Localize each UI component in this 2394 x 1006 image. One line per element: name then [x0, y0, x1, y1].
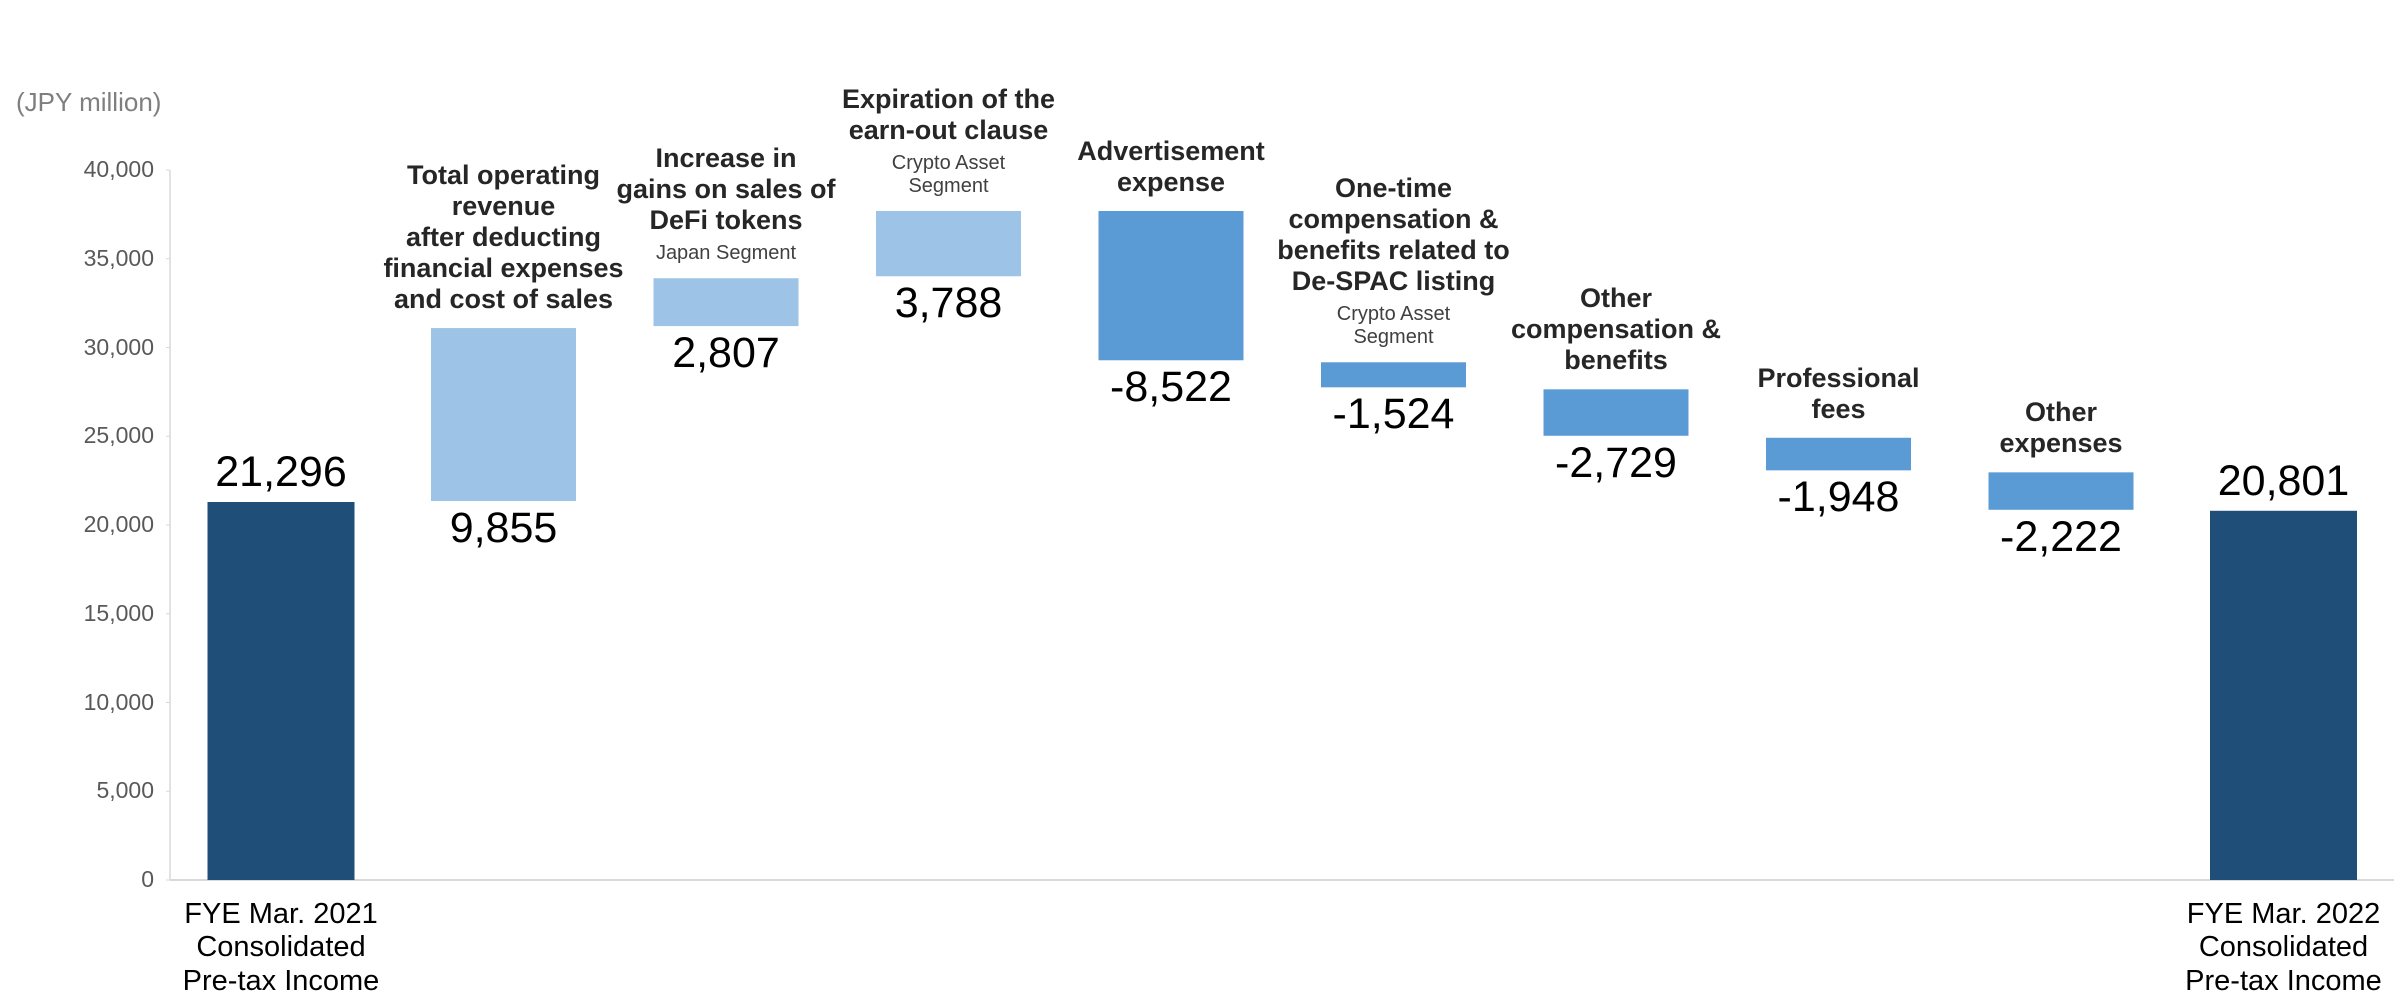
- bar: [1986, 470, 2136, 512]
- bar: [651, 276, 801, 329]
- y-tick-label: 35,000: [83, 244, 154, 271]
- y-tick-label: 0: [141, 866, 154, 892]
- annotation: Other compensation & benefits: [1510, 283, 1722, 376]
- value-label: 2,807: [672, 329, 780, 378]
- y-tick-label: 20,000: [83, 511, 154, 537]
- bar: [207, 501, 355, 880]
- y-tick-label: 25,000: [83, 422, 154, 449]
- bar: [429, 326, 578, 503]
- segment-label: Crypto Asset Segment: [891, 152, 1006, 198]
- annotation-group: One-time compensation & benefits related…: [1244, 173, 1544, 349]
- annotation: One-time compensation & benefits related…: [1277, 173, 1510, 297]
- value-label: 21,296: [215, 447, 347, 496]
- annotation-group: Expiration of the earn-out clause Crypto …: [799, 84, 1099, 198]
- y-tick-label: 30,000: [83, 333, 154, 360]
- value-label: 20,801: [2217, 456, 2350, 505]
- x-tick-label: FYE Mar. 2021 Consolidated Pre-tax Incom…: [182, 898, 380, 997]
- value-label: -8,522: [1110, 363, 1232, 412]
- value-label: -2,222: [2000, 512, 2122, 561]
- bar: [2210, 510, 2357, 880]
- annotation-group: Other compensation & benefits: [1466, 283, 1766, 376]
- annotation: Expiration of the earn-out clause: [841, 83, 1055, 145]
- annotation-group: Other expenses: [1911, 397, 2211, 459]
- bar: [1764, 435, 1913, 473]
- y-tick-label: 40,000: [83, 156, 154, 182]
- annotation: Advertisement expense: [1077, 135, 1265, 197]
- x-tick-label: FYE Mar. 2022 Consolidated Pre-tax Incom…: [2185, 898, 2382, 997]
- y-tick-label: 10,000: [83, 688, 154, 715]
- annotation-group: Increase in gains on sales of DeFi token…: [576, 143, 876, 265]
- segment-label: Japan Segment: [655, 242, 797, 265]
- y-tick-label: 15,000: [83, 599, 154, 626]
- value-label: -1,948: [1777, 473, 1900, 522]
- annotation-group: Total operating revenue after deducting …: [354, 160, 654, 315]
- value-label: -1,524: [1332, 390, 1455, 439]
- y-axis-title: (JPY million): [16, 87, 162, 117]
- bar: [874, 209, 1023, 279]
- value-label: -2,729: [1555, 438, 1677, 487]
- annotation-group: Professional fees: [1689, 363, 1989, 425]
- annotation: Professional fees: [1757, 362, 1920, 424]
- annotation: Increase in gains on sales of DeFi token…: [616, 143, 836, 236]
- y-tick-label: 5,000: [96, 777, 154, 804]
- bar: [1096, 209, 1246, 363]
- annotation-group: Advertisement expense: [1021, 136, 1321, 198]
- bar: [1541, 387, 1691, 438]
- annotation: Total operating revenue after deducting …: [383, 159, 624, 315]
- value-label: 9,855: [449, 503, 558, 552]
- value-label: 3,788: [894, 279, 1003, 328]
- annotation: Other expenses: [1999, 397, 2123, 459]
- segment-label: Crypto Asset Segment: [1336, 303, 1451, 349]
- bar: [1319, 360, 1468, 390]
